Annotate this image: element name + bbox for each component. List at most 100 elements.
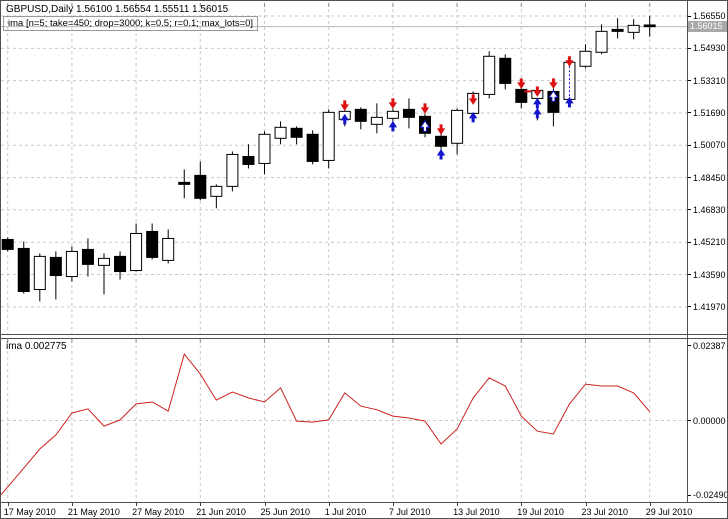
scale-tick <box>687 345 691 347</box>
candle-body <box>130 232 143 272</box>
price-scale[interactable]: 1.56550 1.54930 1.53310 1.51690 1.50070 1.484… <box>687 3 727 334</box>
subwindow-bottom-border <box>1 502 727 503</box>
indicator-tick-label: -0.02490 <box>693 490 728 500</box>
current-price-badge: 1.56015 <box>687 21 727 33</box>
date-label: 21 Jun 2010 <box>196 507 246 517</box>
pane-splitter-top[interactable] <box>1 334 727 335</box>
date-tick <box>457 503 459 506</box>
candle-body <box>194 174 207 199</box>
date-tick <box>71 503 73 506</box>
candle-body <box>81 248 94 265</box>
candle <box>435 133 448 152</box>
candle-body <box>258 133 271 164</box>
date-tick <box>521 503 523 506</box>
buy-arrow-icon <box>468 111 478 123</box>
candle-body <box>306 133 319 162</box>
scale-tick <box>687 144 691 146</box>
candle-body <box>483 55 496 95</box>
candle <box>306 130 319 165</box>
indicator-subwindow-canvas[interactable] <box>1 339 688 502</box>
indicator-params-label: ima [n=5; take=450; drop=3000; k=0.5; r=… <box>8 18 254 29</box>
buy-arrow-icon <box>340 113 349 125</box>
date-tick <box>136 503 138 506</box>
scale-tick <box>687 112 691 114</box>
candle-body <box>579 50 592 67</box>
candle <box>162 229 175 264</box>
candle-body <box>33 255 46 291</box>
price-tick-label: 1.54930 <box>693 43 726 54</box>
candle-body <box>146 230 159 258</box>
main-chart-canvas[interactable] <box>1 1 688 335</box>
date-label: 7 Jul 2010 <box>388 507 431 517</box>
candle <box>114 251 127 280</box>
date-tick <box>649 503 651 506</box>
scale-tick <box>687 80 691 82</box>
candle-body <box>17 247 30 293</box>
candle <box>451 108 464 155</box>
date-label: 17 May 2010 <box>3 507 56 517</box>
buy-arrow-icon <box>436 148 446 160</box>
date-label: 13 Jul 2010 <box>453 507 500 517</box>
candle <box>1 237 14 252</box>
date-tick <box>7 503 9 506</box>
date-tick <box>392 503 394 506</box>
date-label: 25 Jun 2010 <box>260 507 311 517</box>
candle <box>146 223 159 260</box>
scale-tick <box>687 177 691 179</box>
candle <box>98 253 110 295</box>
candle <box>49 251 62 300</box>
scale-tick <box>687 420 691 421</box>
sell-arrow-icon <box>436 124 446 135</box>
pane-splitter-bottom[interactable] <box>1 338 727 339</box>
candle-body <box>627 24 640 33</box>
candle-body <box>274 126 287 139</box>
buy-arrow-white-icon <box>419 119 431 132</box>
scale-separator <box>687 1 688 502</box>
candle-body <box>499 57 512 84</box>
sell-arrow-icon <box>533 86 542 97</box>
date-axis[interactable]: 17 May 2010 21 May 2010 27 May 2010 21 Jun … <box>1 503 727 518</box>
price-tick-label: 1.46830 <box>693 204 726 215</box>
candle <box>178 169 191 199</box>
candle <box>499 54 512 90</box>
sell-arrow-icon <box>468 94 478 105</box>
candle-body <box>515 88 528 103</box>
candle <box>130 223 143 272</box>
price-tick-label: 1.41970 <box>693 301 726 312</box>
price-tick-label: 1.50070 <box>693 140 726 151</box>
candle <box>65 246 78 282</box>
scale-tick <box>687 494 691 496</box>
buy-arrow-icon <box>388 120 398 132</box>
indicator-scale[interactable]: 0.02387 0.00000 -0.02490 <box>687 339 728 502</box>
candle <box>290 126 303 145</box>
sell-arrow-icon <box>517 78 526 89</box>
date-label: 1 Jul 2010 <box>324 507 367 517</box>
candle-body <box>386 110 399 119</box>
scale-tick <box>687 47 691 49</box>
scale-tick <box>687 306 691 308</box>
candle-body <box>435 135 448 147</box>
candle-body <box>322 111 335 161</box>
candle-body <box>643 24 656 28</box>
buy-arrow-icon <box>533 97 542 109</box>
candle-body <box>226 153 239 187</box>
sell-arrow-icon <box>420 103 430 114</box>
indicator-value-label: ima 0.002775 <box>6 341 67 352</box>
buy-arrow-icon <box>533 107 542 119</box>
candle <box>579 44 592 69</box>
price-tick-label: 1.48450 <box>693 172 726 183</box>
candle-body <box>611 28 624 32</box>
candle-body <box>98 257 110 266</box>
candle <box>242 144 255 169</box>
scale-tick <box>687 274 691 276</box>
candle-body <box>354 108 367 122</box>
price-tick-label: 1.45210 <box>693 237 726 248</box>
candle <box>226 151 239 192</box>
candle-body <box>402 108 415 118</box>
candle-body <box>370 116 383 125</box>
candle <box>17 241 30 294</box>
candle <box>595 24 608 55</box>
sell-arrow-icon <box>549 78 558 89</box>
candle <box>370 103 383 134</box>
date-tick <box>328 503 330 506</box>
